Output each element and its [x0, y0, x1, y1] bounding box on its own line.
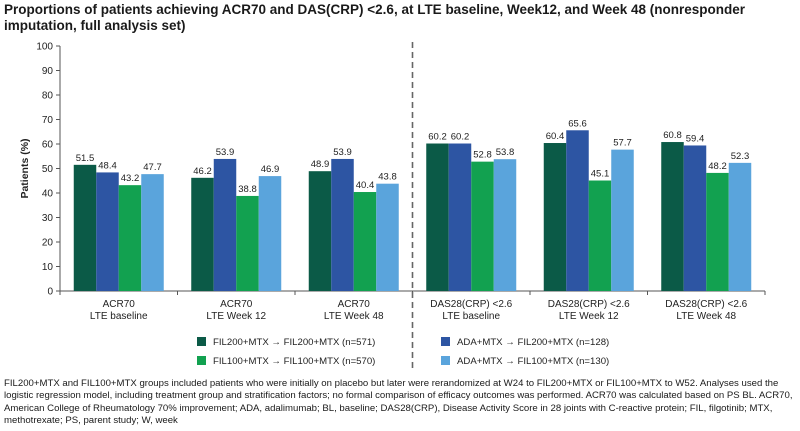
- bar-value-label: 48.2: [708, 161, 727, 172]
- bar-value-label: 60.4: [546, 131, 565, 142]
- bar-value-label: 46.9: [261, 164, 280, 175]
- x-category-label: DAS28(CRP) <2.6: [430, 299, 512, 310]
- x-category-label: LTE baseline: [90, 311, 148, 322]
- bar: [213, 158, 237, 291]
- bar: [543, 143, 567, 291]
- y-tick-label: 100: [36, 42, 53, 53]
- x-category-label: DAS28(CRP) <2.6: [548, 299, 630, 310]
- bar-value-label: 40.4: [356, 180, 375, 191]
- y-tick-label: 50: [42, 164, 54, 175]
- x-category-label: DAS28(CRP) <2.6: [665, 299, 747, 310]
- chart-title: Proportions of patients achieving ACR70 …: [4, 2, 746, 33]
- legend-swatch: [197, 356, 206, 365]
- bar-value-label: 59.4: [686, 133, 705, 144]
- bar-value-label: 45.1: [591, 169, 610, 180]
- bar-value-label: 53.9: [333, 147, 352, 158]
- x-category-label: ACR70: [338, 299, 371, 310]
- x-category-label: LTE Week 12: [559, 311, 619, 322]
- y-tick-label: 0: [47, 287, 53, 298]
- bar: [141, 174, 164, 291]
- bar: [73, 164, 97, 291]
- legend-swatch: [197, 337, 206, 346]
- bar: [728, 162, 752, 291]
- bar: [661, 142, 684, 291]
- legend-swatch: [441, 337, 450, 346]
- y-tick-label: 30: [42, 213, 54, 224]
- bar-value-label: 38.8: [238, 184, 257, 195]
- bar: [191, 177, 214, 291]
- bar: [471, 161, 494, 291]
- bar-value-label: 47.7: [143, 162, 162, 173]
- bar: [118, 185, 142, 291]
- bar: [376, 183, 399, 291]
- bar: [236, 195, 259, 291]
- bar: [566, 130, 589, 291]
- legend-label: FIL100+MTX → FIL100+MTX (n=570): [213, 356, 375, 367]
- bar: [493, 159, 517, 291]
- y-tick-label: 60: [42, 140, 54, 151]
- y-tick-label: 10: [42, 262, 54, 273]
- y-tick-label: 20: [42, 238, 54, 249]
- y-axis-title: Patients (%): [19, 138, 31, 198]
- y-tick-label: 80: [42, 91, 54, 102]
- bar-value-label: 43.2: [121, 173, 140, 184]
- bar-value-label: 48.9: [311, 159, 330, 170]
- x-category-label: ACR70: [220, 299, 253, 310]
- bar-value-label: 57.7: [613, 138, 632, 149]
- bar: [588, 180, 612, 291]
- bar-value-label: 53.9: [216, 147, 235, 158]
- bar-value-label: 46.2: [193, 166, 212, 177]
- bar: [331, 158, 354, 291]
- bar: [258, 176, 282, 291]
- legend-label: ADA+MTX → FIL100+MTX (n=130): [457, 356, 609, 367]
- bar-value-label: 43.8: [378, 172, 397, 183]
- y-tick-label: 70: [42, 115, 54, 126]
- x-category-label: LTE Week 48: [676, 311, 736, 322]
- bar: [96, 172, 119, 291]
- bar-value-label: 53.8: [496, 147, 515, 158]
- x-category-label: LTE baseline: [442, 311, 500, 322]
- bar-value-label: 60.8: [663, 130, 682, 141]
- bar-value-label: 51.5: [76, 153, 95, 164]
- bar: [448, 143, 472, 291]
- bar: [611, 149, 634, 291]
- bar: [683, 145, 707, 291]
- bar-value-label: 65.6: [568, 118, 587, 129]
- bar: [706, 172, 729, 291]
- legend-label: ADA+MTX → FIL200+MTX (n=128): [457, 337, 609, 348]
- bar-value-label: 52.3: [731, 151, 750, 162]
- legend-swatch: [441, 356, 450, 365]
- bar-value-label: 60.2: [451, 132, 470, 143]
- bar-value-label: 60.2: [428, 132, 447, 143]
- bar: [308, 171, 332, 291]
- y-tick-label: 90: [42, 66, 54, 77]
- chart-footnote: FIL200+MTX and FIL100+MTX groups include…: [4, 378, 793, 426]
- bar-value-label: 52.8: [473, 150, 492, 161]
- bar: [426, 143, 449, 291]
- legend-label: FIL200+MTX → FIL200+MTX (n=571): [213, 337, 375, 348]
- x-category-label: LTE Week 12: [206, 311, 266, 322]
- x-category-label: LTE Week 48: [324, 311, 384, 322]
- y-tick-label: 40: [42, 189, 54, 200]
- x-category-label: ACR70: [103, 299, 136, 310]
- bar-value-label: 48.4: [98, 160, 117, 171]
- bar: [353, 192, 377, 291]
